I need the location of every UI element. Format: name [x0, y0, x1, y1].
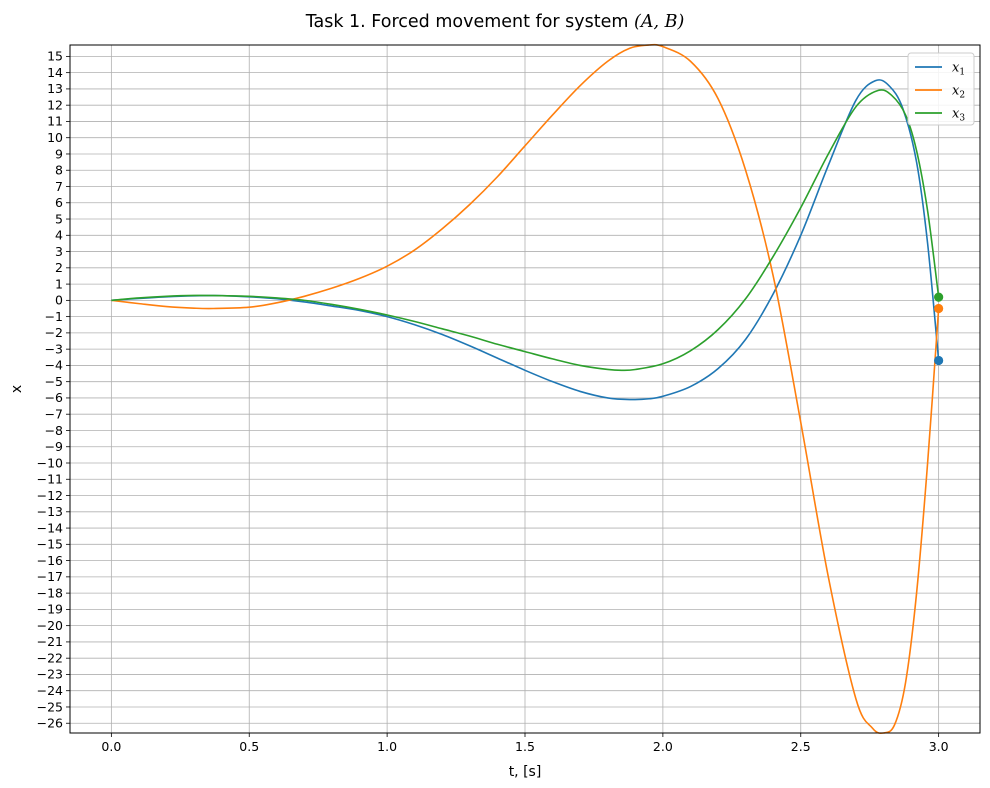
y-tick-label: −4 — [45, 358, 63, 373]
legend-label-x3: x3 — [952, 107, 965, 124]
y-axis: 1514131211109876543210−1−2−3−4−5−6−7−8−9… — [37, 49, 70, 731]
legend-label-x2: x2 — [952, 84, 965, 101]
y-tick-label: −19 — [37, 602, 63, 617]
y-tick-label: 3 — [55, 244, 63, 259]
y-tick-label: −9 — [45, 439, 63, 454]
y-tick-label: 6 — [55, 195, 63, 210]
y-tick-label: −21 — [37, 634, 63, 649]
y-tick-label: 11 — [47, 114, 63, 129]
y-tick-label: −2 — [45, 325, 63, 340]
end-markers — [934, 292, 944, 366]
y-tick-label: 0 — [55, 293, 63, 308]
y-tick-label: 15 — [47, 49, 63, 64]
end-marker-x3 — [934, 292, 944, 302]
x-axis-label: t, [s] — [509, 764, 542, 780]
end-marker-x1 — [934, 355, 944, 366]
y-tick-label: −15 — [37, 537, 63, 552]
legend-box — [907, 52, 975, 126]
y-tick-label: −1 — [45, 309, 63, 324]
x-tick-label: 0.0 — [101, 739, 121, 754]
y-tick-label: −11 — [37, 472, 63, 487]
x-tick-label: 1.5 — [515, 739, 535, 754]
x-tick-label: 2.5 — [791, 739, 811, 754]
y-tick-label: −20 — [37, 618, 63, 633]
y-tick-label: −8 — [45, 423, 63, 438]
y-tick-label: −10 — [37, 455, 63, 470]
series-line-x3 — [111, 89, 940, 372]
y-tick-label: 5 — [55, 211, 63, 226]
x-tick-label: 0.5 — [239, 739, 259, 754]
y-tick-label: −6 — [45, 390, 63, 405]
chart-title: Task 1. Forced movement for system (A, B… — [305, 12, 685, 32]
y-tick-label: −12 — [37, 488, 63, 503]
y-tick-label: 1 — [55, 276, 63, 291]
y-tick-label: −5 — [45, 374, 63, 389]
chart-title-math: (A, B) — [634, 12, 684, 32]
y-tick-label: 9 — [55, 146, 63, 161]
x-tick-label: 3.0 — [929, 739, 949, 754]
chart-title-text: Task 1. Forced movement for system — [305, 12, 634, 32]
y-tick-label: −3 — [45, 341, 63, 356]
y-tick-label: 4 — [55, 228, 63, 243]
legend-label-x1: x1 — [952, 61, 965, 78]
y-tick-label: 12 — [47, 97, 63, 112]
y-tick-label: −24 — [37, 683, 63, 698]
y-tick-label: 10 — [47, 130, 63, 145]
y-tick-label: −18 — [37, 585, 63, 600]
x-tick-label: 2.0 — [653, 739, 673, 754]
y-tick-label: −7 — [45, 407, 63, 422]
y-tick-label: 7 — [55, 179, 63, 194]
y-tick-label: 14 — [47, 65, 63, 80]
y-tick-label: −13 — [37, 504, 63, 519]
y-tick-label: −26 — [37, 716, 63, 731]
y-tick-label: −25 — [37, 699, 63, 714]
y-tick-label: 2 — [55, 260, 63, 275]
y-tick-label: 8 — [55, 163, 63, 178]
legend: x1 x2 x3 — [907, 52, 975, 126]
x-tick-label: 1.0 — [377, 739, 397, 754]
x-axis: 0.0 0.5 1.0 1.5 2.0 2.5 3.0 — [101, 733, 949, 754]
y-tick-label: −17 — [37, 569, 63, 584]
end-marker-x2 — [934, 303, 944, 314]
y-tick-label: −22 — [37, 650, 63, 665]
y-tick-label: −14 — [37, 520, 63, 535]
y-axis-label: x — [9, 385, 25, 393]
y-tick-label: −23 — [37, 667, 63, 682]
y-tick-label: −16 — [37, 553, 63, 568]
y-tick-label: 13 — [47, 81, 63, 96]
